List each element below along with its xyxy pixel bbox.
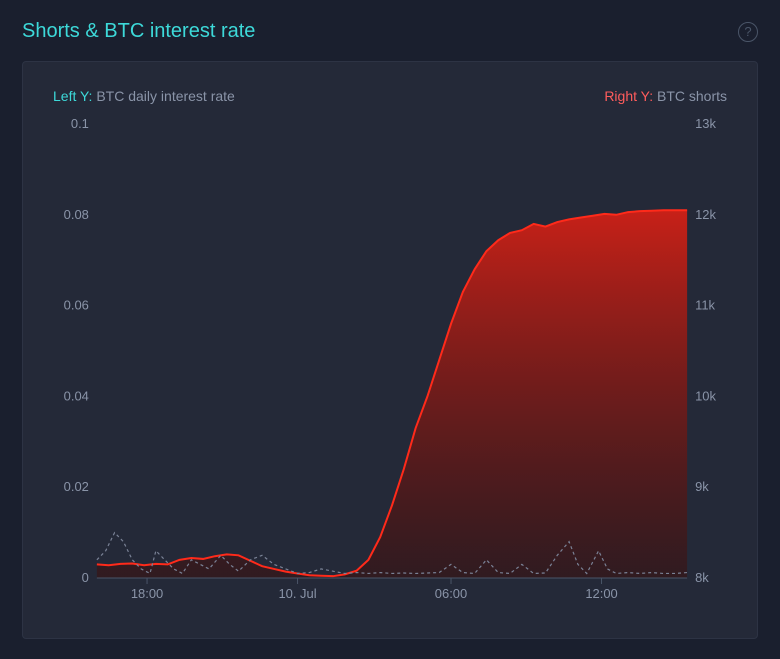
chart-title: Shorts & BTC interest rate xyxy=(22,20,255,43)
svg-text:9k: 9k xyxy=(695,479,709,494)
svg-text:06:00: 06:00 xyxy=(435,586,467,601)
legend-row: Left Y: BTC daily interest rate Right Y:… xyxy=(53,88,727,104)
svg-text:11k: 11k xyxy=(695,298,715,313)
svg-text:8k: 8k xyxy=(695,570,709,585)
svg-text:13k: 13k xyxy=(695,116,716,131)
svg-text:10k: 10k xyxy=(695,388,716,403)
chart-svg: 0 0.02 0.04 0.06 0.08 0.1 8k 9k 10k 11k 12k 13k 18:0… xyxy=(53,116,727,610)
right-axis-desc: BTC shorts xyxy=(657,88,727,104)
chart-header: Shorts & BTC interest rate ? xyxy=(22,20,758,43)
svg-text:0.06: 0.06 xyxy=(64,298,89,313)
right-axis-label: Right Y: xyxy=(604,88,653,104)
chart-panel: Left Y: BTC daily interest rate Right Y:… xyxy=(22,61,758,639)
svg-text:0.02: 0.02 xyxy=(64,479,89,494)
svg-text:18:00: 18:00 xyxy=(131,586,163,601)
help-glyph: ? xyxy=(744,24,751,39)
svg-text:10. Jul: 10. Jul xyxy=(278,586,316,601)
left-axis-label: Left Y: xyxy=(53,88,92,104)
svg-text:0.1: 0.1 xyxy=(71,116,89,131)
svg-text:0: 0 xyxy=(82,570,89,585)
legend-right: Right Y: BTC shorts xyxy=(604,88,727,104)
help-icon[interactable]: ? xyxy=(738,22,758,42)
svg-text:12:00: 12:00 xyxy=(585,586,617,601)
svg-text:12k: 12k xyxy=(695,207,716,222)
svg-text:0.04: 0.04 xyxy=(64,388,89,403)
svg-text:0.08: 0.08 xyxy=(64,207,89,222)
left-axis-desc: BTC daily interest rate xyxy=(96,88,235,104)
legend-left: Left Y: BTC daily interest rate xyxy=(53,88,235,104)
plot-area: 0 0.02 0.04 0.06 0.08 0.1 8k 9k 10k 11k 12k 13k 18:0… xyxy=(53,116,727,610)
